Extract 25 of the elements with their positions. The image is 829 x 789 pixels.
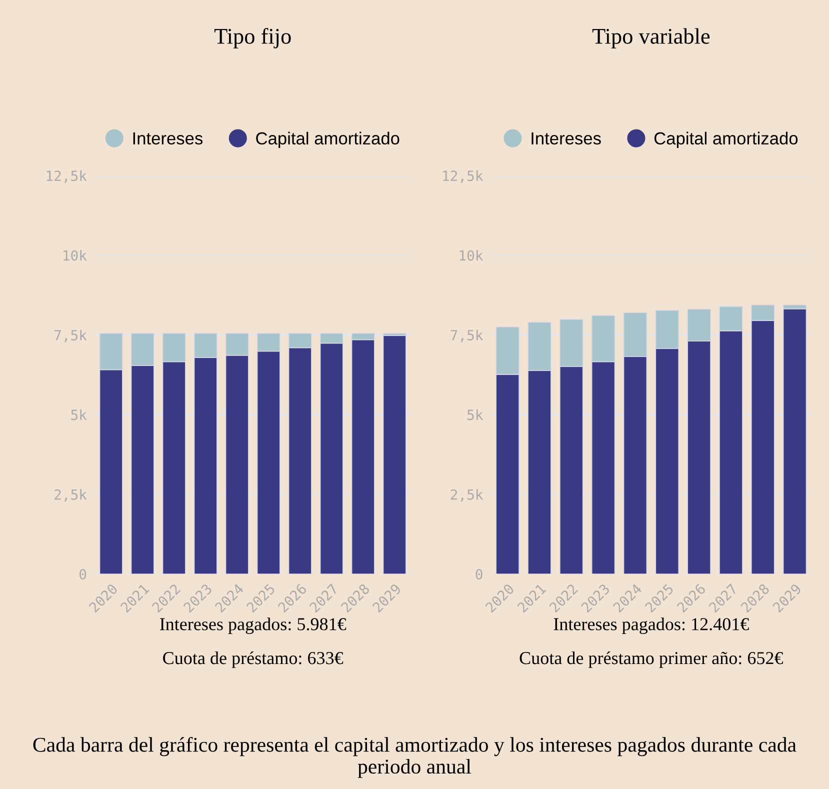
bar — [382, 335, 406, 574]
y-tick-label: 12,5k — [46, 170, 87, 183]
y-tick-label: 0 — [476, 569, 482, 580]
y-tick-label: 5k — [468, 409, 484, 420]
y-tick-label: 2,5k — [450, 489, 484, 502]
legend-label: Intereses — [532, 132, 601, 145]
y-tick-label: 0 — [80, 569, 86, 580]
y-tick-label: 2,5k — [54, 489, 87, 502]
text: Cuota de préstamo primer año: 652€ — [520, 651, 784, 668]
text: Cada barra del gráfico representa el capital amortizado y los intereses pagados durante cada periodo anual — [33, 736, 796, 778]
chart-title: Tipo variable — [592, 28, 710, 48]
y-tick-label: 12,5k — [443, 170, 484, 183]
y-tick-label: 10k — [64, 250, 87, 261]
chart-title: Tipo fijo — [214, 28, 291, 48]
y-tick-label: 5k — [71, 409, 87, 420]
text: Cuota de préstamo: 633€ — [163, 651, 344, 668]
text: Intereses pagados: 5.981€ — [160, 618, 346, 634]
legend-label: Intereses — [133, 132, 203, 145]
y-tick-label: 10k — [460, 250, 484, 261]
y-tick-label: 7,5k — [54, 330, 87, 342]
text: Intereses pagados: 12.401€ — [554, 618, 749, 634]
bar — [782, 308, 807, 574]
y-tick-label: 7,5k — [450, 330, 484, 342]
legend-label: Capital amortizado — [256, 132, 400, 148]
legend-label: Capital amortizado — [654, 132, 798, 148]
